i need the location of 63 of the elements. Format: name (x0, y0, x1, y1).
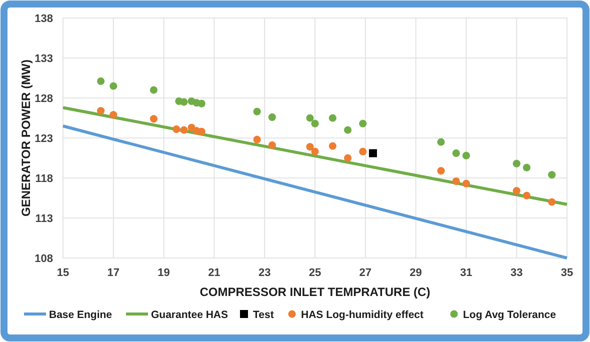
point (97, 77, 105, 85)
point (522, 164, 530, 172)
x-tick-label: 31 (460, 267, 472, 279)
point (548, 171, 556, 179)
point (328, 114, 336, 122)
legend-label: Base Engine (49, 309, 112, 321)
point (268, 113, 276, 121)
y-tick-label: 118 (35, 173, 53, 185)
point (110, 82, 118, 90)
legend-label: Test (253, 309, 274, 321)
point (344, 126, 352, 134)
point (368, 149, 377, 158)
point (344, 154, 352, 162)
point (437, 167, 445, 175)
y-tick-label: 138 (34, 13, 53, 25)
legend-label: HAS Log-humidity effect (301, 309, 424, 321)
y-tick-label: 133 (34, 53, 53, 65)
y-tick-label: 113 (35, 213, 53, 225)
point (268, 141, 276, 149)
point (172, 125, 180, 133)
point (306, 143, 314, 151)
x-axis-title: COMPRESSOR INLET TEMPRATURE (C) (200, 285, 430, 299)
x-tick-label: 21 (208, 267, 220, 279)
point (306, 114, 314, 122)
y-tick-label: 128 (34, 93, 53, 105)
x-tick-label: 25 (308, 267, 322, 279)
legend-label: Log Avg Tolerance (463, 309, 556, 321)
point (253, 136, 261, 144)
point (253, 108, 261, 116)
y-tick-label: 123 (34, 133, 53, 145)
point (522, 192, 530, 200)
point (150, 115, 158, 123)
point (462, 180, 470, 188)
x-tick-label: 15 (56, 267, 70, 279)
point (462, 152, 470, 160)
point (359, 120, 367, 128)
point (548, 198, 556, 206)
x-tick-label: 35 (560, 267, 574, 279)
point (110, 111, 118, 119)
point (452, 177, 460, 185)
x-tick-label: 19 (158, 267, 170, 279)
x-tick-label: 23 (258, 267, 271, 279)
point (359, 148, 367, 156)
point (150, 86, 158, 94)
x-tick-label: 33 (510, 267, 523, 279)
point (180, 126, 188, 134)
point (97, 107, 105, 115)
point (198, 100, 206, 108)
point (512, 160, 520, 168)
point (512, 187, 520, 195)
point (328, 142, 336, 150)
point (437, 138, 445, 146)
point (311, 148, 319, 156)
point (311, 120, 319, 128)
y-tick-label: 108 (34, 253, 53, 265)
point (180, 98, 188, 106)
x-tick-label: 27 (359, 267, 372, 279)
point (198, 128, 206, 136)
x-tick-label: 29 (410, 267, 422, 279)
point (452, 149, 460, 157)
y-axis-title: GENERATOR POWER (MW) (19, 60, 33, 216)
x-tick-label: 17 (107, 267, 120, 279)
legend-label: Guarantee HAS (151, 309, 228, 321)
